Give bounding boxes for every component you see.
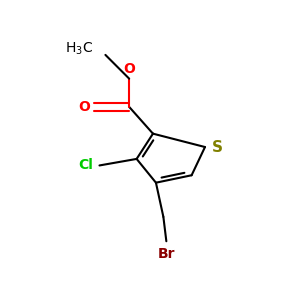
Text: Br: Br: [158, 247, 175, 261]
Text: O: O: [123, 62, 135, 76]
Text: O: O: [78, 100, 90, 114]
Text: H$_3$C: H$_3$C: [65, 41, 94, 57]
Text: Cl: Cl: [79, 158, 94, 172]
Text: S: S: [212, 140, 223, 154]
